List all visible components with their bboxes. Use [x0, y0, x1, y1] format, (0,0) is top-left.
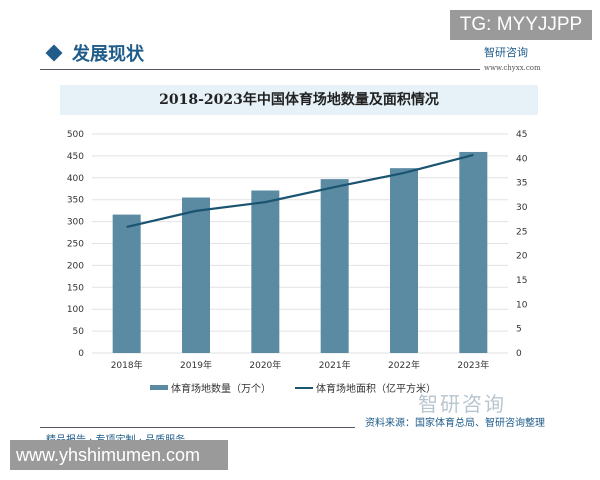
- watermark-brand: 智研咨询: [418, 392, 506, 416]
- legend-line-swatch: [295, 386, 313, 389]
- divider: [40, 427, 355, 428]
- divider: [40, 69, 480, 70]
- section-header: 发展现状: [45, 40, 144, 66]
- x-tick: 2021年: [319, 359, 351, 371]
- legend-bar-label: 体育场地数量（万个）: [171, 384, 271, 395]
- bar: [459, 151, 488, 353]
- y-right-tick: 20: [516, 252, 528, 262]
- y-left-tick: 200: [67, 261, 84, 271]
- overlay-site: www.yhshimumen.com: [10, 440, 228, 470]
- legend-bar-swatch: [150, 385, 168, 390]
- bar: [390, 168, 418, 353]
- y-left-tick: 250: [67, 240, 84, 250]
- y-right-tick: 45: [516, 130, 527, 140]
- y-left-tick: 100: [67, 305, 84, 315]
- legend-bar: 体育场地数量（万个）: [150, 380, 271, 395]
- area-line: [126, 153, 474, 229]
- brand-logo: 智研咨询: [484, 46, 528, 59]
- y-left-tick: 50: [73, 327, 85, 337]
- x-tick: 2022年: [388, 359, 420, 371]
- y-left-tick: 0: [78, 349, 84, 359]
- bar: [251, 190, 280, 353]
- y-left-tick: 450: [67, 152, 84, 162]
- y-right-tick: 10: [516, 300, 528, 310]
- source-note: 资料来源：国家体育总局、智研咨询整理: [365, 418, 545, 429]
- x-tick: 2018年: [111, 359, 143, 371]
- legend-line: 体育场地面积（亿平方米）: [295, 380, 436, 395]
- y-left-tick: 400: [67, 174, 84, 184]
- diamond-icon: [45, 44, 63, 62]
- x-tick: 2019年: [180, 359, 212, 371]
- x-tick: 2023年: [457, 359, 489, 371]
- y-left-tick: 500: [67, 130, 84, 140]
- overlay-tag: TG: MYYJJPP: [450, 10, 592, 40]
- y-right-tick: 40: [516, 154, 528, 164]
- y-left-tick: 150: [67, 283, 84, 293]
- y-right-tick: 0: [516, 349, 522, 359]
- y-right-tick: 5: [516, 325, 522, 335]
- legend: 体育场地数量（万个） 体育场地面积（亿平方米）: [150, 380, 436, 395]
- y-left-tick: 350: [67, 196, 84, 206]
- section-title: 发展现状: [72, 44, 144, 65]
- chart: 0 50 100 150 200 250 300 350 400 450 500 0 5 10 15 20 25…: [67, 130, 528, 371]
- y-right-tick: 25: [516, 227, 527, 237]
- y-left-tick: 300: [67, 218, 84, 228]
- brand-url: www.chyxx.com: [484, 64, 541, 72]
- bar: [320, 179, 349, 353]
- y-right-tick: 30: [516, 203, 528, 213]
- y-right-tick: 15: [516, 276, 527, 286]
- legend-line-label: 体育场地面积（亿平方米）: [316, 384, 436, 395]
- x-tick: 2020年: [249, 359, 281, 371]
- bar: [112, 214, 141, 353]
- bar: [182, 197, 210, 353]
- chart-title: 2018-2023年中国体育场地数量及面积情况: [60, 85, 538, 115]
- y-right-tick: 35: [516, 179, 527, 189]
